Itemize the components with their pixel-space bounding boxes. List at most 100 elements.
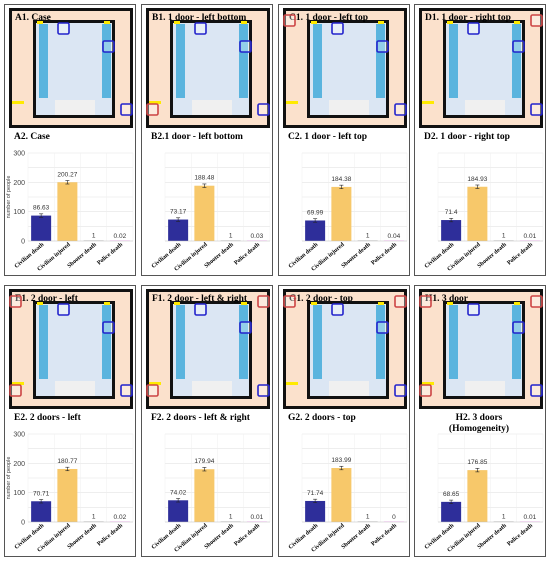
- door-right-upper: [239, 40, 252, 53]
- value-label: 184.93: [467, 176, 487, 183]
- y-tick-label: 300: [13, 432, 25, 439]
- y-tick-label: 100: [13, 209, 25, 216]
- door-right-upper: [102, 321, 115, 334]
- value-label: 176.85: [467, 459, 487, 466]
- value-label: 0.02: [114, 233, 127, 240]
- bar-police-death: [383, 521, 404, 522]
- exit-marker: [514, 302, 520, 305]
- value-label: 1: [502, 514, 506, 521]
- value-label: 1: [92, 514, 96, 521]
- value-label: 70.71: [33, 490, 50, 497]
- y-axis-label: number of people: [6, 457, 12, 500]
- door-right-top: [530, 295, 543, 308]
- value-label: 71.74: [307, 490, 324, 497]
- door-right-upper: [512, 321, 525, 334]
- value-label: 71.4: [445, 209, 458, 216]
- y-tick-label: 200: [13, 180, 25, 187]
- value-label: 184.38: [331, 176, 351, 183]
- exit-marker: [378, 302, 384, 305]
- door-right-upper: [239, 321, 252, 334]
- bar-police-death: [109, 521, 130, 522]
- right-area: [376, 24, 385, 98]
- value-label: 0.01: [251, 514, 264, 521]
- exit-marker: [241, 302, 247, 305]
- bar-shooter-death: [357, 521, 378, 522]
- bar-shooter-death: [220, 240, 241, 241]
- door-top-center: [467, 303, 480, 316]
- bar-shooter-death: [220, 521, 241, 522]
- door-left-top: [9, 295, 22, 308]
- bar-civilian-injured: [331, 186, 352, 241]
- left-area: [449, 305, 458, 379]
- plan-title: H1. 3 door: [425, 294, 469, 304]
- chart-title: E2. 2 doors - left: [14, 413, 82, 423]
- category-label: Shooter death: [67, 523, 99, 551]
- gray-area: [329, 381, 369, 396]
- y-tick-label: 0: [21, 520, 25, 527]
- value-label: 86.63: [33, 205, 50, 212]
- value-label: 69.99: [307, 209, 324, 216]
- bar-civilian-injured: [331, 468, 352, 522]
- y-tick-label: 200: [13, 461, 25, 468]
- door-right-upper: [376, 321, 389, 334]
- door-right-upper: [102, 40, 115, 53]
- door-right-bottom: [394, 384, 407, 397]
- door-left-bottom: [146, 384, 159, 397]
- chart-title: B2.1 door - left bottom: [151, 132, 243, 142]
- bar-shooter-death: [493, 521, 514, 522]
- category-label: Shooter death: [341, 242, 373, 270]
- bar-civilian-injured: [194, 185, 215, 241]
- gray-area: [55, 381, 95, 396]
- floor-plan-diagram: E1. 2 door - left: [9, 289, 133, 409]
- door-right-bottom: [257, 103, 270, 116]
- floor-plan-diagram: A1. Case: [9, 8, 133, 128]
- plan-title: C1. 1 door - left top: [289, 13, 368, 23]
- door-right-top: [394, 295, 407, 308]
- category-label: Police death: [506, 242, 534, 267]
- category-label: Shooter death: [67, 242, 99, 270]
- left-area: [313, 24, 322, 98]
- plan-title: A1. Case: [15, 13, 51, 23]
- floor-plan-diagram: C1. 1 door - left top: [283, 8, 407, 128]
- exit-marker: [12, 382, 24, 385]
- chart-title: A2. Case: [14, 132, 50, 142]
- floor-plan-diagram: H1. 3 door: [419, 289, 543, 409]
- exit-marker: [286, 101, 298, 104]
- plan-title: E1. 2 door - left: [15, 294, 79, 304]
- exit-marker: [12, 101, 24, 104]
- door-top-center: [467, 22, 480, 35]
- room-floor: [310, 304, 386, 396]
- y-tick-label: 100: [13, 490, 25, 497]
- floor-plan-diagram: G1. 2 door - top: [283, 289, 407, 409]
- door-right-upper: [376, 40, 389, 53]
- door-left-bottom: [146, 103, 159, 116]
- exit-marker: [104, 21, 110, 24]
- room-floor: [36, 23, 112, 115]
- door-right-bottom: [120, 384, 133, 397]
- panel-4: D1. 1 door - right top D2. 1 door - right…: [414, 4, 546, 276]
- left-area: [449, 24, 458, 98]
- category-label: Police death: [506, 523, 534, 548]
- door-left-bottom: [9, 384, 22, 397]
- value-label: 0.03: [251, 233, 264, 240]
- bar-chart: E2. 2 doors - left 0 100 200 300 number of pe…: [6, 413, 134, 554]
- y-tick-label: 0: [21, 239, 25, 246]
- value-label: 0.01: [524, 514, 537, 521]
- bar-chart: F2. 2 doors - left & right74.02Civilian …: [151, 413, 271, 554]
- panel-3: C1. 1 door - left top C2. 1 door - left t…: [278, 4, 410, 276]
- panel-7: G1. 2 door - top G2. 2 doors - top 71.74 Ci…: [278, 285, 410, 557]
- value-label: 1: [229, 233, 233, 240]
- bar-police-death: [519, 521, 540, 522]
- value-label: 1: [229, 514, 233, 521]
- category-label: Shooter death: [204, 523, 236, 551]
- exit-marker: [286, 382, 298, 385]
- door-right-top: [530, 14, 543, 27]
- left-area: [176, 24, 185, 98]
- value-label: 68.65: [443, 491, 460, 498]
- room-floor: [36, 304, 112, 396]
- value-label: 1: [502, 233, 506, 240]
- exit-marker: [174, 302, 180, 305]
- floor-plan-diagram: F1. 2 door - left & right: [146, 289, 270, 409]
- right-area: [376, 305, 385, 379]
